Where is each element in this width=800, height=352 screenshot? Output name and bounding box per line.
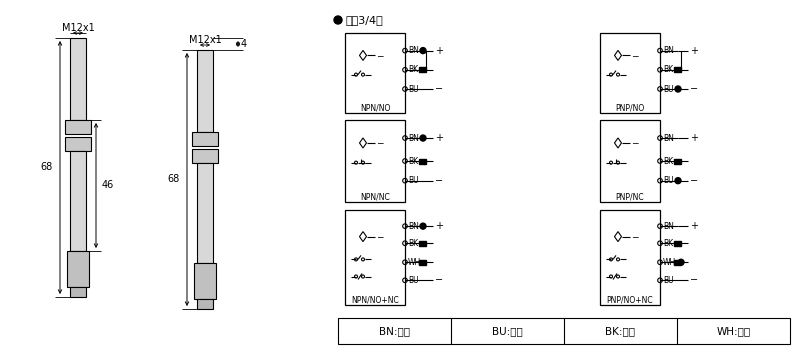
Text: BU:兰色: BU:兰色 (492, 326, 523, 336)
Bar (65, 120, 91, 134)
Text: PNP/NO: PNP/NO (615, 103, 645, 113)
Text: BN: BN (408, 133, 419, 143)
Text: +: + (690, 46, 698, 56)
Text: BK: BK (663, 65, 673, 74)
Bar (674, 158, 681, 163)
Text: −: − (631, 232, 638, 241)
Text: BN: BN (408, 222, 419, 231)
Text: BK: BK (408, 65, 418, 74)
Bar (65, 137, 91, 151)
Text: BN: BN (663, 222, 674, 231)
Text: BN: BN (663, 133, 674, 143)
Text: WH: WH (408, 258, 422, 267)
Text: −: − (435, 176, 443, 186)
Bar (419, 67, 426, 72)
Bar (674, 260, 681, 265)
Bar (70, 38, 86, 120)
Bar (192, 132, 218, 146)
Text: BU: BU (408, 276, 418, 285)
Bar (194, 263, 216, 299)
Text: NPN/NO+NC: NPN/NO+NC (351, 295, 399, 304)
Text: −: − (690, 275, 698, 285)
Text: +: + (435, 133, 443, 143)
Text: PNP/NC: PNP/NC (616, 193, 644, 201)
Circle shape (420, 48, 426, 54)
Text: −: − (435, 84, 443, 94)
Text: BK: BK (663, 157, 673, 165)
Text: 68: 68 (41, 163, 53, 172)
Text: +: + (690, 221, 698, 231)
Text: BN: BN (663, 46, 674, 55)
Text: BN: BN (408, 46, 419, 55)
Bar (197, 163, 213, 263)
Text: BU: BU (408, 176, 418, 185)
Bar (674, 241, 681, 246)
Bar (674, 67, 681, 72)
Text: 46: 46 (102, 181, 114, 190)
Text: BU: BU (408, 84, 418, 94)
Bar (345, 33, 405, 113)
Text: −: − (690, 176, 698, 186)
Text: NPN/NC: NPN/NC (360, 193, 390, 201)
Text: M12x1: M12x1 (62, 23, 94, 33)
Bar (67, 251, 89, 287)
Bar (197, 50, 213, 132)
Text: BU: BU (663, 276, 674, 285)
Text: +: + (435, 221, 443, 231)
Bar (600, 210, 660, 305)
Text: −: − (631, 51, 638, 60)
Text: −: − (631, 138, 638, 147)
Bar (197, 299, 213, 309)
Text: 4: 4 (241, 39, 247, 49)
Text: PNP/NO+NC: PNP/NO+NC (606, 295, 654, 304)
Bar (419, 241, 426, 246)
Bar (419, 158, 426, 163)
Bar (192, 149, 218, 163)
Text: BK: BK (663, 239, 673, 248)
Bar (600, 33, 660, 113)
Text: 直涁3/4线: 直涁3/4线 (346, 15, 384, 25)
Bar (600, 120, 660, 202)
Bar (70, 287, 86, 297)
Bar (338, 318, 790, 344)
Text: BU: BU (663, 176, 674, 185)
Text: +: + (690, 133, 698, 143)
Text: BU: BU (663, 84, 674, 94)
Text: M12x1: M12x1 (189, 35, 222, 45)
Circle shape (420, 223, 426, 229)
Text: NPN/NO: NPN/NO (360, 103, 390, 113)
Text: −: − (376, 138, 383, 147)
Circle shape (675, 178, 681, 184)
Bar (345, 120, 405, 202)
Text: BN:棕色: BN:棕色 (379, 326, 410, 336)
Bar (70, 151, 86, 251)
Text: −: − (376, 51, 383, 60)
Text: BK: BK (408, 239, 418, 248)
Text: −: − (690, 84, 698, 94)
Bar (419, 260, 426, 265)
Text: −: − (376, 232, 383, 241)
Circle shape (420, 135, 426, 141)
Circle shape (678, 259, 684, 265)
Text: WH: WH (663, 258, 676, 267)
Text: BK: BK (408, 157, 418, 165)
Text: +: + (435, 46, 443, 56)
Bar (345, 210, 405, 305)
Text: 68: 68 (168, 175, 180, 184)
Circle shape (675, 86, 681, 92)
Text: −: − (435, 275, 443, 285)
Circle shape (334, 16, 342, 24)
Text: BK:黑色: BK:黑色 (606, 326, 635, 336)
Text: WH:白色: WH:白色 (717, 326, 750, 336)
